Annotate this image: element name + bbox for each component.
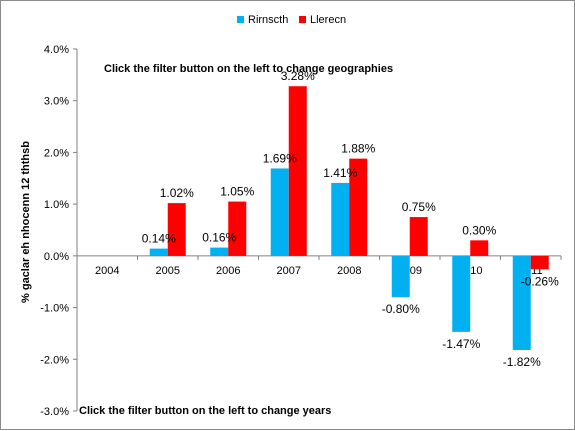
category-ticks: 20042005200620072008200920102011 [76,255,562,277]
bar-rirnscth-2010 [452,255,471,332]
legend-swatch [237,16,244,23]
bar-rirnscth-2007 [270,168,289,256]
legend-swatch [299,16,306,23]
data-label: -0.26% [521,274,559,288]
bar-rirnscth-2011 [512,255,531,350]
y-tick-label: -1.0% [40,303,69,315]
x-tick-label: 2007 [277,265,301,277]
bar-rirnscth-2005 [149,248,168,256]
bar-llerecn-2007 [288,86,307,256]
bar-rirnscth-2009 [391,255,410,298]
y-tick-label: 3.0% [44,96,69,108]
data-label: 0.75% [402,200,436,214]
y-tick-label: 2.0% [44,147,69,159]
filter-note-geographies: Click the filter button on the left to c… [104,63,393,75]
x-tick-label: 2008 [337,265,361,277]
data-label: 1.69% [263,151,297,165]
data-label: -1.47% [442,337,480,351]
bar-llerecn-2005 [167,203,186,256]
bar-llerecn-2010 [470,240,489,256]
x-tick-label: 2006 [216,265,240,277]
bar-llerecn-2011 [530,255,549,270]
data-label: 1.02% [160,186,194,200]
x-tick-label: 2005 [156,265,180,277]
y-tick-label: 1.0% [44,199,69,211]
data-label: 3.28% [281,69,315,83]
bar-llerecn-2006 [228,201,247,256]
data-label: 1.05% [220,185,254,199]
y-ticks: 4.0% 3.0% 2.0% 1.0% 0.0% -1.0% -2.0% -3.0% [40,44,77,418]
data-labels: 0.14% 0.16% 1.69% 1.41% -0.80% -1.47% -1.82% 1.… [142,69,559,369]
y-tick-label: -2.0% [40,354,69,366]
data-label: 0.30% [462,223,496,237]
data-label: 1.88% [341,142,375,156]
x-tick-label: 2004 [95,265,119,277]
legend: Rirnscth Llerecn [237,14,346,26]
data-label: 1.41% [323,166,357,180]
legend-label: Llerecn [310,14,346,26]
legend-label: Rirnscth [248,14,288,26]
y-axis-label: % gaclar eh nhocenn 12 ththsb [20,141,32,303]
bar-llerecn-2008 [349,158,368,256]
filter-note-years: Click the filter button on the left to c… [79,405,331,417]
y-tick-label: -3.0% [40,406,69,418]
data-label: 0.16% [202,231,236,245]
bar-llerecn-2009 [409,217,428,256]
y-tick-label: 0.0% [44,251,69,263]
y-tick-label: 4.0% [44,44,69,56]
data-label: -1.82% [503,355,541,369]
data-label: 0.14% [142,232,176,246]
bar-rirnscth-2006 [210,247,229,256]
bars [149,86,549,350]
bar-rirnscth-2008 [331,182,350,256]
data-label: -0.80% [382,302,420,316]
